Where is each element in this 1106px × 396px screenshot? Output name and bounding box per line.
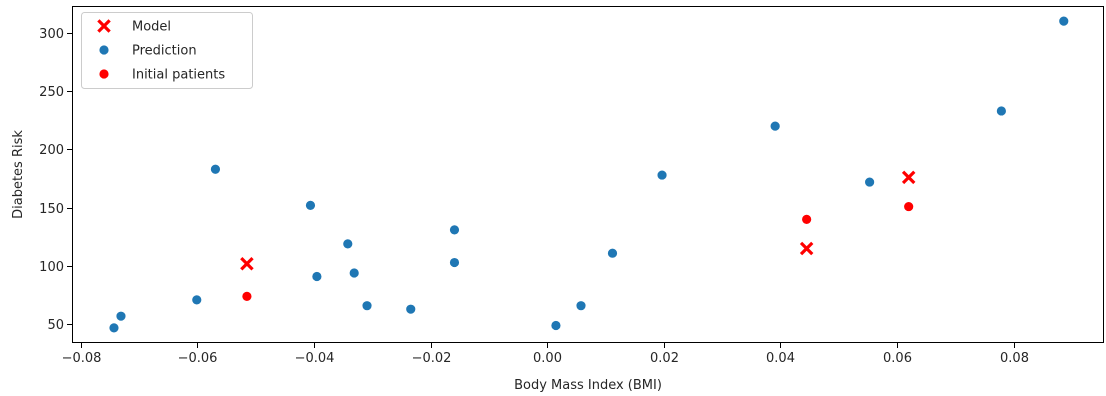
prediction-point [348, 267, 360, 279]
model-marker [901, 170, 916, 185]
x-axis: −0.08 −0.06 −0.04 −0.02 0.00 0.02 0.04 0.06 0.08 [62, 343, 1029, 366]
y-tick-label: 250 [39, 85, 64, 100]
initial-patients-point [241, 290, 253, 302]
x-tick-label: 0.04 [766, 351, 795, 366]
x-tick-label: 0.00 [533, 351, 562, 366]
prediction-point [405, 303, 417, 315]
y-tick-label: 150 [39, 202, 64, 217]
prediction-point [995, 105, 1007, 117]
prediction-point [550, 320, 562, 331]
prediction-point [575, 300, 587, 312]
prediction-point [210, 163, 221, 175]
legend-prediction-label: Prediction [132, 44, 197, 59]
y-axis: 50 100 150 200 250 300 [39, 27, 72, 333]
x-axis-label: Body Mass Index (BMI) [514, 378, 662, 393]
legend-initial-patients-marker [98, 68, 110, 80]
prediction-point [361, 300, 373, 312]
legend-model-label: Model [132, 20, 171, 35]
y-tick-label: 200 [39, 143, 64, 158]
prediction-point [864, 176, 876, 188]
initial-patients-point [801, 213, 813, 225]
prediction-point [191, 294, 203, 306]
plot-frame [72, 6, 1104, 343]
model-marker [240, 256, 254, 271]
prediction-point [607, 247, 618, 259]
prediction-point [656, 169, 668, 181]
prediction-point [342, 238, 354, 250]
model-marker [799, 241, 814, 256]
x-tick-label: 0.06 [883, 351, 912, 366]
legend-box [81, 12, 253, 89]
prediction-point [311, 271, 323, 282]
y-tick-label: 50 [47, 318, 64, 333]
prediction-point [115, 310, 127, 322]
legend-model-marker [97, 19, 111, 33]
legend-prediction-marker [98, 44, 110, 56]
plot-marks [108, 15, 1070, 334]
y-tick-label: 300 [39, 27, 64, 42]
x-tick-label: −0.06 [178, 351, 218, 366]
y-tick-label: 100 [39, 260, 64, 275]
x-tick-label: 0.02 [650, 351, 679, 366]
x-tick-label: −0.08 [62, 351, 102, 366]
x-tick-label: 0.08 [1000, 351, 1029, 366]
legend: Model Prediction Initial patients [81, 12, 253, 89]
prediction-point [108, 322, 120, 334]
prediction-point [305, 200, 316, 211]
x-tick-label: −0.02 [412, 351, 452, 366]
initial-patients-point [903, 201, 915, 212]
legend-initial-patients-label: Initial patients [132, 68, 225, 83]
prediction-point [449, 257, 460, 268]
y-axis-label: Diabetes Risk [11, 130, 26, 219]
x-tick-label: −0.04 [295, 351, 335, 366]
prediction-point [1058, 15, 1070, 27]
prediction-point [449, 224, 460, 236]
prediction-point [769, 120, 781, 132]
